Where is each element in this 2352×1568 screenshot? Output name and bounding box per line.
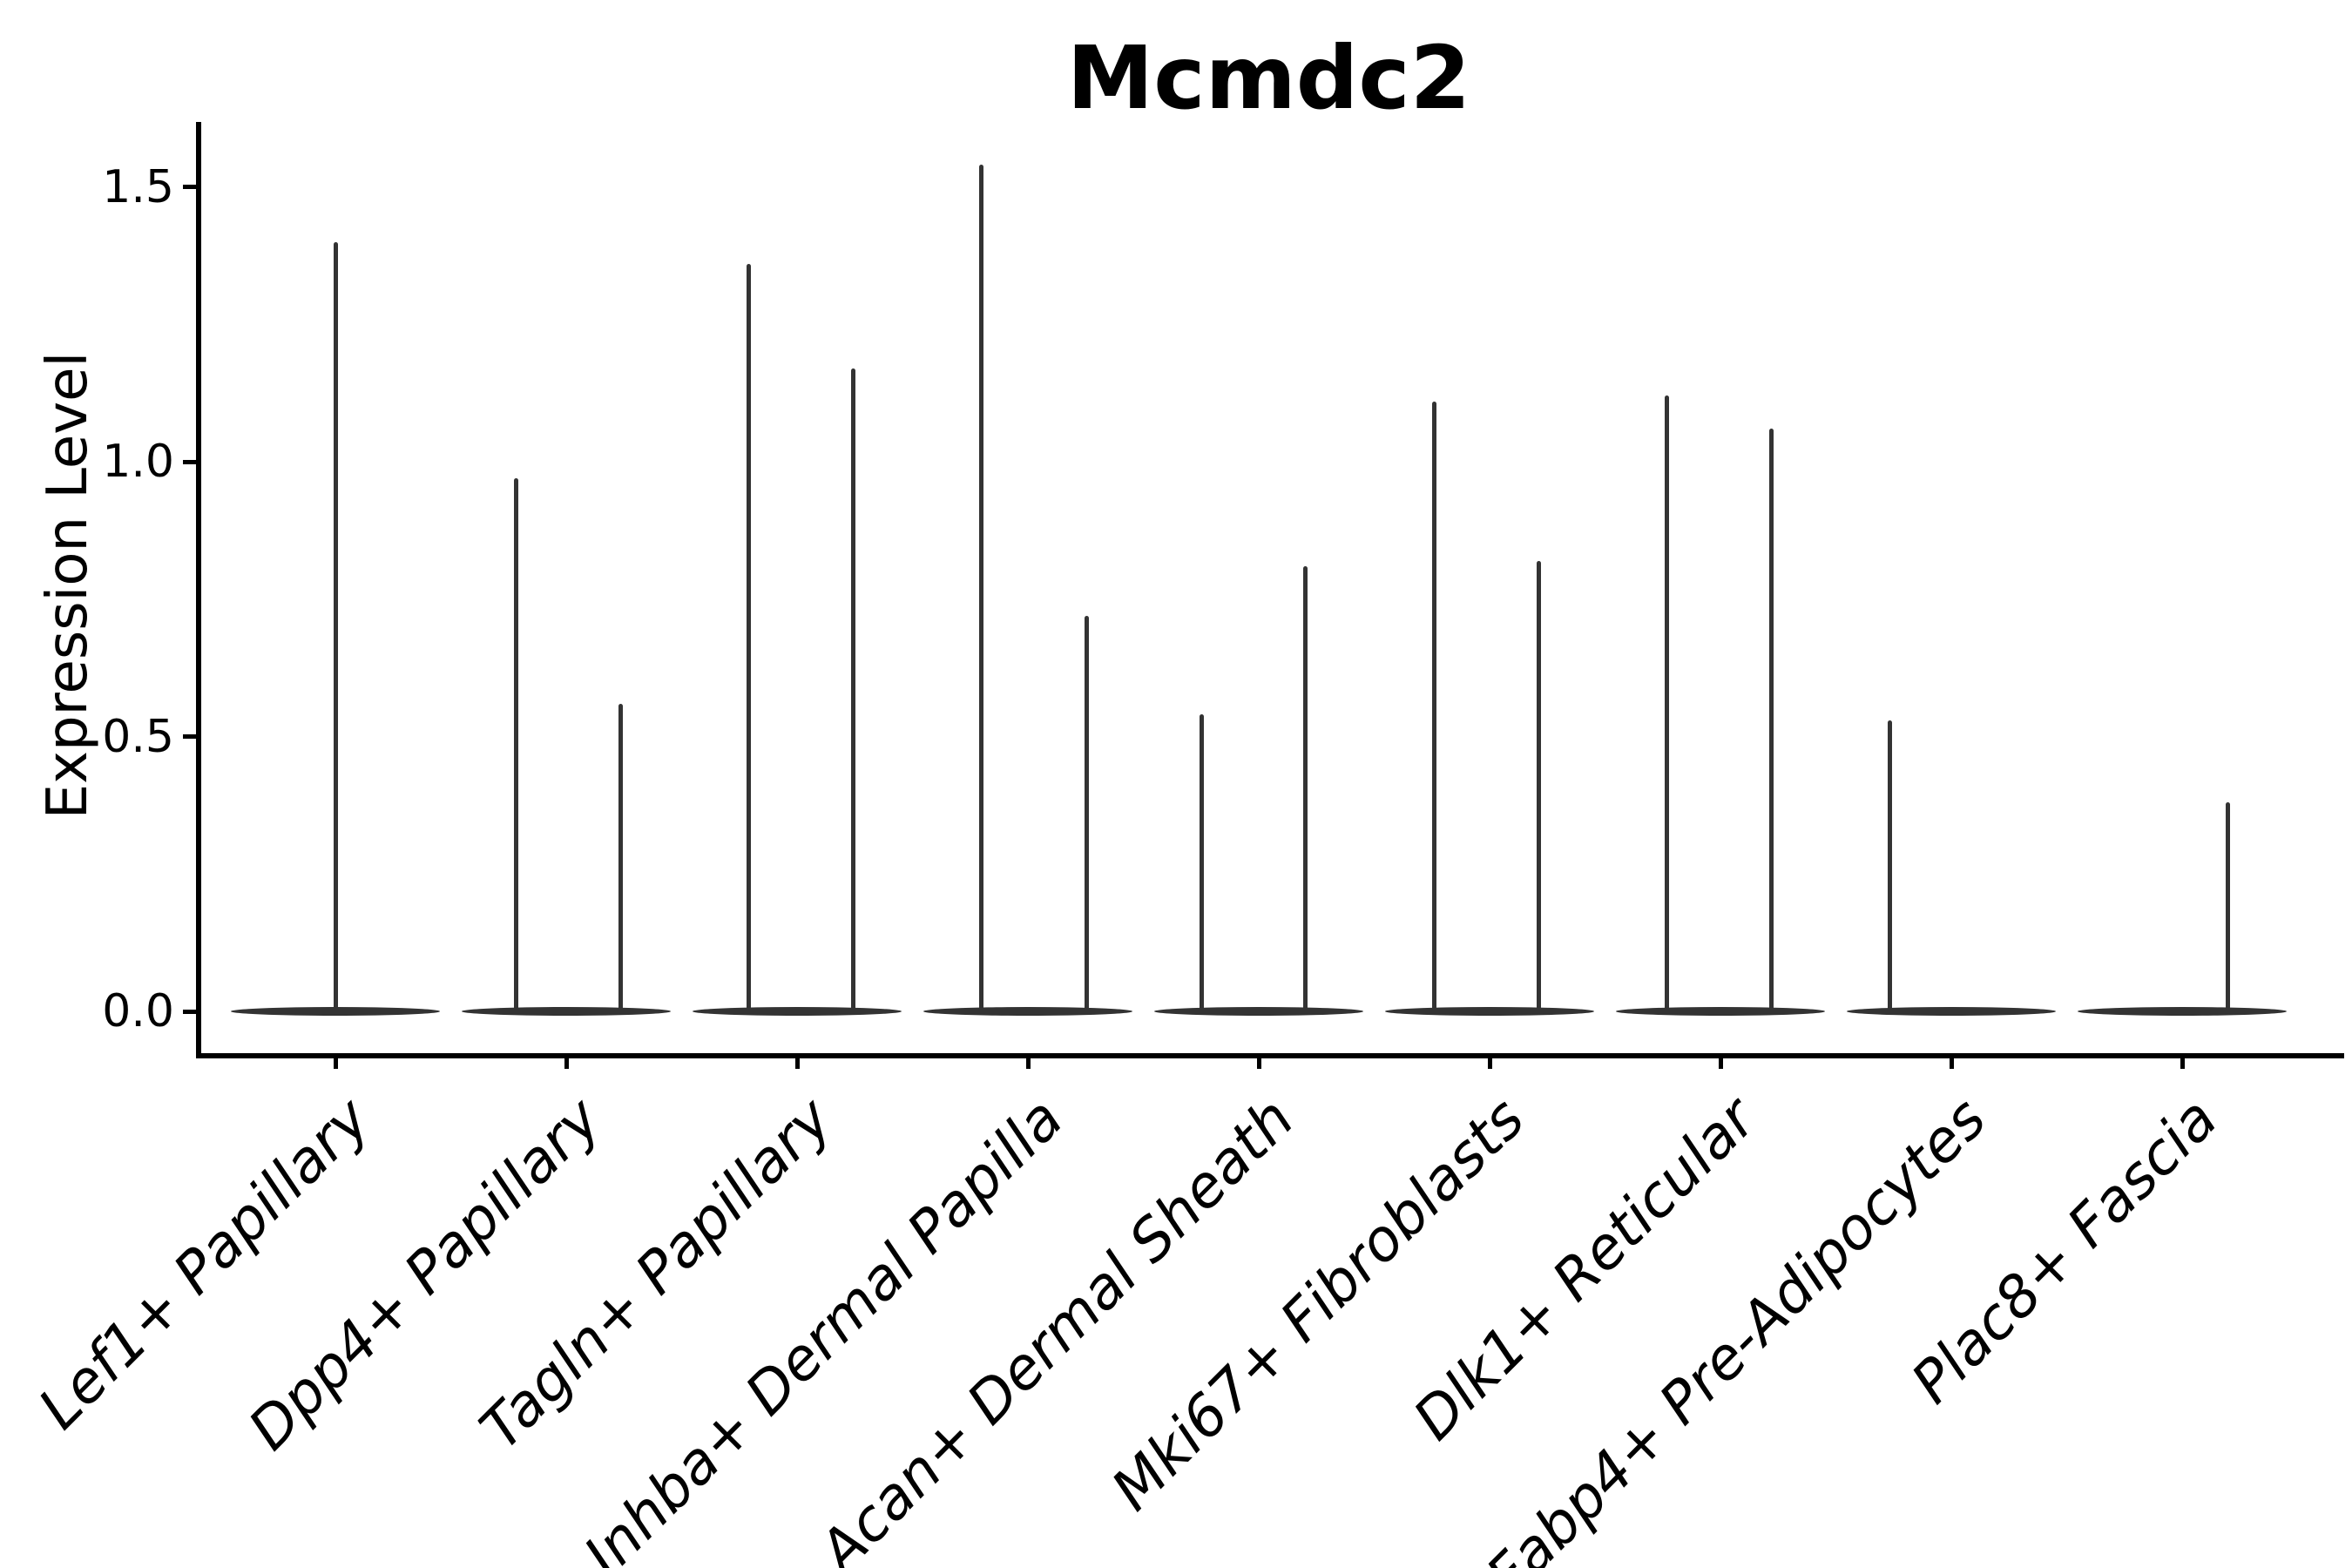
- x-tick-mark: [2180, 1053, 2185, 1069]
- violin-base: [1616, 1007, 1825, 1016]
- chart-title: Mcmdc2: [1066, 27, 1471, 129]
- y-tick-label: 0.0: [102, 985, 174, 1037]
- violin-spike: [2225, 802, 2230, 1014]
- y-tick-mark: [183, 185, 199, 189]
- violin-spike: [618, 703, 623, 1014]
- violin-spike: [1664, 395, 1669, 1014]
- x-tick-label: Mki67+ Fibroblasts: [1098, 1085, 1538, 1524]
- violin-base: [693, 1007, 902, 1016]
- x-tick-mark: [1949, 1053, 1954, 1069]
- violin-base: [462, 1007, 671, 1016]
- x-tick-label: Acan+ Dermal Sheath: [806, 1085, 1307, 1568]
- violin-spike: [1887, 720, 1892, 1014]
- x-tick-mark: [1025, 1053, 1031, 1069]
- y-tick-label: 0.5: [102, 710, 174, 763]
- violin-spike: [1084, 615, 1089, 1014]
- y-tick-label: 1.0: [102, 436, 174, 488]
- x-tick-mark: [1256, 1053, 1261, 1069]
- y-tick-mark: [183, 1009, 199, 1014]
- violin-spike: [333, 241, 338, 1014]
- violin-spike: [1768, 429, 1774, 1014]
- violin-base: [923, 1007, 1132, 1016]
- violin-spike: [978, 165, 983, 1014]
- violin-base: [1154, 1007, 1363, 1016]
- x-tick-mark: [794, 1053, 800, 1069]
- violin-spike: [1302, 565, 1308, 1014]
- y-tick-mark: [183, 459, 199, 464]
- violin-spike: [1199, 714, 1204, 1014]
- y-tick-mark: [183, 734, 199, 739]
- x-tick-mark: [564, 1053, 569, 1069]
- x-tick-label: Inhba+ Dermal Papilla: [571, 1085, 1076, 1568]
- violin-spike: [746, 263, 751, 1014]
- violin-spike: [850, 368, 855, 1014]
- x-tick-mark: [333, 1053, 338, 1069]
- x-tick-mark: [1487, 1053, 1492, 1069]
- violin-base: [1847, 1007, 2056, 1016]
- violin-base: [1385, 1007, 1594, 1016]
- violin-spike: [1536, 560, 1541, 1014]
- x-axis-spine: [196, 1053, 2344, 1058]
- violin-spike: [513, 477, 518, 1014]
- violin-base: [2078, 1007, 2287, 1016]
- y-tick-label: 1.5: [102, 160, 174, 213]
- violin-spike: [1431, 401, 1436, 1014]
- x-tick-mark: [1718, 1053, 1723, 1069]
- y-axis-spine: [196, 122, 201, 1058]
